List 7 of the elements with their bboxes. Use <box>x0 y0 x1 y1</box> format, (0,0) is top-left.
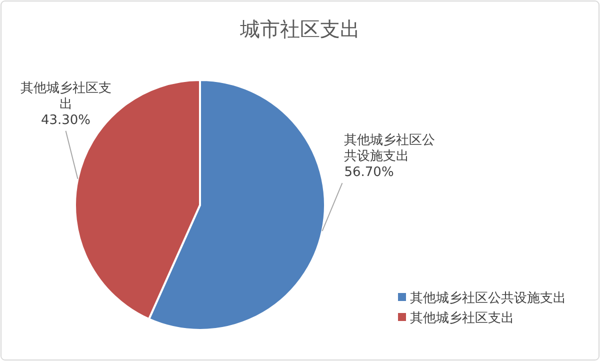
slice-label: 其他城乡社区公共设施支出 <box>344 133 436 166</box>
legend-label: 其他城乡社区支出 <box>410 311 514 326</box>
data-label: 56.70% <box>344 165 395 182</box>
chart-title: 城市社区支出 <box>239 17 360 41</box>
slice-label: 其他城乡社区支出 <box>19 80 112 113</box>
legend-label: 其他城乡社区公共设施支出 <box>410 291 566 306</box>
data-label: 43.30% <box>40 112 92 129</box>
